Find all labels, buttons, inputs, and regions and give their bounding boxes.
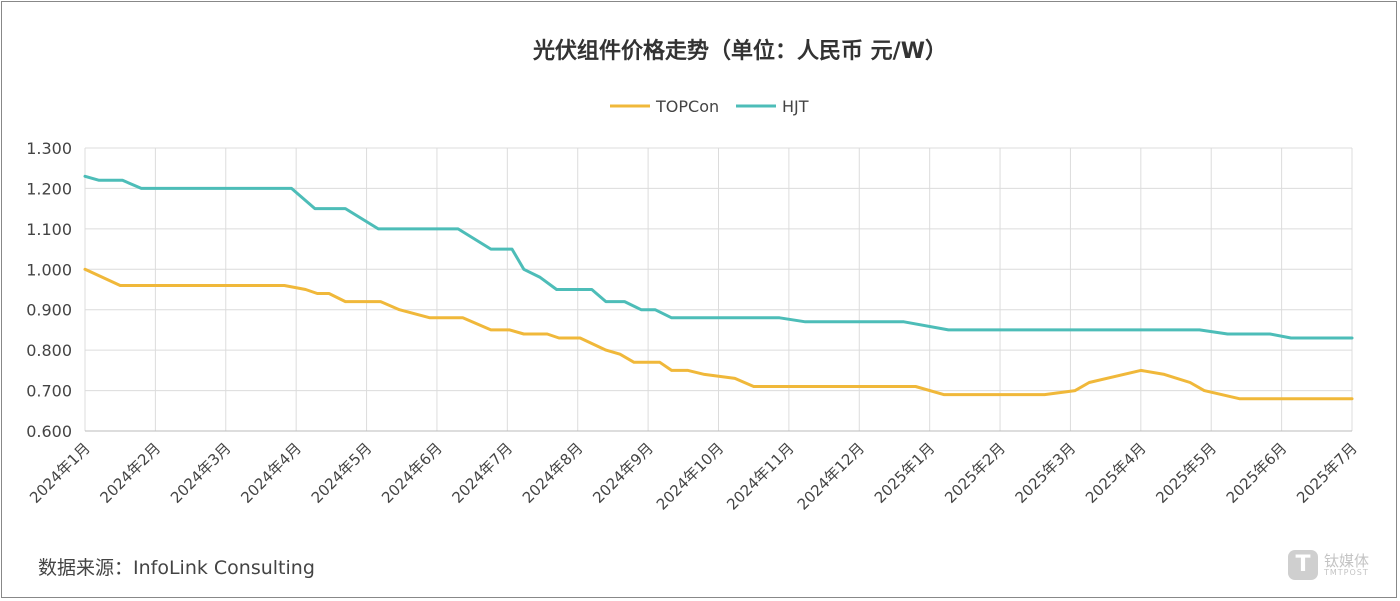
- watermark-en: TMTPOST: [1324, 567, 1369, 577]
- x-tick-label: 2024年3月: [167, 439, 235, 507]
- x-tick-label: 2024年7月: [448, 439, 516, 507]
- y-tick-label: 0.800: [26, 341, 72, 360]
- legend-label-topcon: TOPCon: [655, 97, 719, 116]
- x-tick-label: 2024年6月: [378, 439, 446, 507]
- y-tick-label: 1.200: [26, 179, 72, 198]
- x-tick-label: 2025年4月: [1082, 439, 1150, 507]
- y-tick-label: 0.700: [26, 382, 72, 401]
- x-tick-label: 2024年9月: [589, 439, 657, 507]
- y-tick-label: 1.000: [26, 260, 72, 279]
- x-tick-label: 2024年12月: [794, 439, 868, 513]
- watermark-cn: 钛媒体: [1324, 551, 1370, 570]
- y-tick-label: 0.900: [26, 301, 72, 320]
- x-tick-label: 2025年5月: [1152, 439, 1220, 507]
- watermark: T 钛媒体 TMTPOST: [1288, 550, 1369, 580]
- watermark-logo-icon: T: [1288, 550, 1318, 580]
- data-source: 数据来源：InfoLink Consulting: [38, 557, 315, 579]
- y-tick-label: 0.600: [26, 422, 72, 441]
- x-tick-label: 2025年6月: [1223, 439, 1291, 507]
- x-tick-label: 2025年2月: [941, 439, 1009, 507]
- x-tick-label: 2024年5月: [308, 439, 376, 507]
- x-tick-label: 2024年1月: [26, 439, 94, 507]
- x-tick-label: 2024年2月: [97, 439, 165, 507]
- x-tick-label: 2024年11月: [723, 439, 797, 513]
- chart-title: 光伏组件价格走势（单位：人民币 元/W）: [532, 38, 947, 64]
- y-tick-label: 1.100: [26, 220, 72, 239]
- x-tick-label: 2025年7月: [1293, 439, 1361, 507]
- x-tick-label: 2025年1月: [871, 439, 939, 507]
- y-tick-label: 1.300: [26, 139, 72, 158]
- x-tick-label: 2025年3月: [1012, 439, 1080, 507]
- x-tick-label: 2024年4月: [237, 439, 305, 507]
- legend-label-hjt: HJT: [782, 97, 809, 116]
- x-tick-label: 2024年8月: [519, 439, 587, 507]
- x-tick-label: 2024年10月: [653, 439, 727, 513]
